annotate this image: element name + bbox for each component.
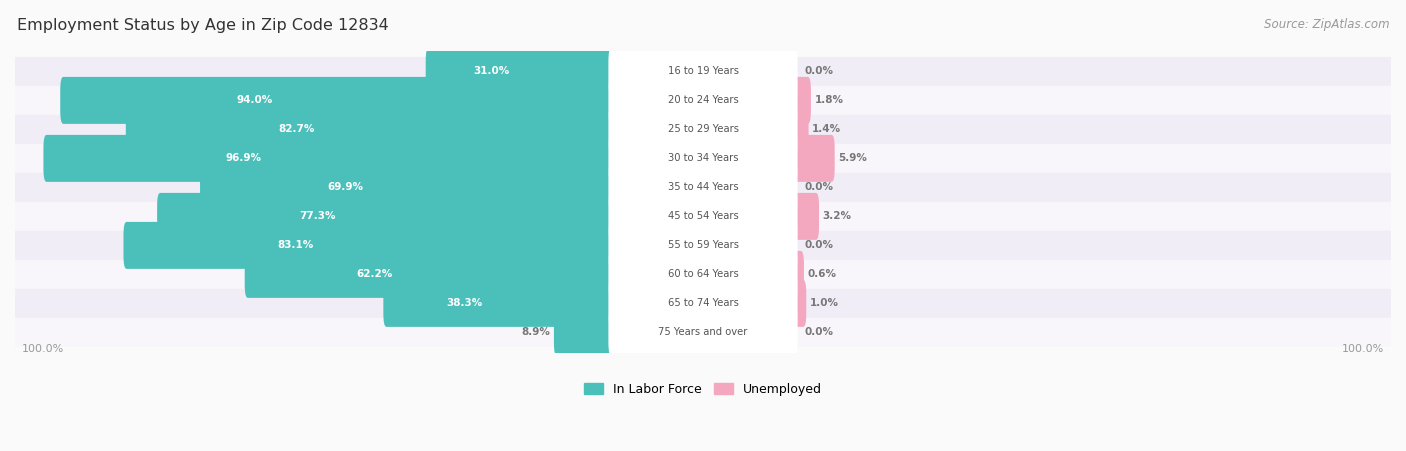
FancyBboxPatch shape [609,133,797,183]
Text: 55 to 59 Years: 55 to 59 Years [668,240,738,250]
FancyBboxPatch shape [15,260,1391,289]
Text: 0.0%: 0.0% [804,182,834,193]
FancyBboxPatch shape [794,280,806,327]
Text: 65 to 74 Years: 65 to 74 Years [668,299,738,308]
Text: 8.9%: 8.9% [522,327,550,337]
Text: 25 to 29 Years: 25 to 29 Years [668,124,738,134]
Text: 1.8%: 1.8% [814,95,844,106]
FancyBboxPatch shape [794,193,820,240]
Text: 1.0%: 1.0% [810,299,839,308]
Text: Employment Status by Age in Zip Code 12834: Employment Status by Age in Zip Code 128… [17,18,388,33]
FancyBboxPatch shape [794,77,811,124]
Text: 0.0%: 0.0% [804,66,834,76]
FancyBboxPatch shape [15,318,1391,347]
FancyBboxPatch shape [384,280,612,327]
FancyBboxPatch shape [609,279,797,328]
FancyBboxPatch shape [157,193,612,240]
Text: 35 to 44 Years: 35 to 44 Years [668,182,738,193]
Text: 1.4%: 1.4% [813,124,841,134]
FancyBboxPatch shape [15,57,1391,86]
FancyBboxPatch shape [609,163,797,212]
FancyBboxPatch shape [15,115,1391,144]
Text: 75 Years and over: 75 Years and over [658,327,748,337]
Text: 69.9%: 69.9% [328,182,363,193]
Text: 77.3%: 77.3% [299,212,336,221]
FancyBboxPatch shape [15,202,1391,231]
Text: 96.9%: 96.9% [225,153,262,163]
FancyBboxPatch shape [245,251,612,298]
FancyBboxPatch shape [609,46,797,96]
FancyBboxPatch shape [609,76,797,125]
FancyBboxPatch shape [44,135,612,182]
FancyBboxPatch shape [60,77,612,124]
Text: Source: ZipAtlas.com: Source: ZipAtlas.com [1264,18,1389,31]
FancyBboxPatch shape [15,86,1391,115]
Legend: In Labor Force, Unemployed: In Labor Force, Unemployed [579,378,827,401]
FancyBboxPatch shape [125,106,612,153]
FancyBboxPatch shape [609,105,797,154]
Text: 20 to 24 Years: 20 to 24 Years [668,95,738,106]
Text: 38.3%: 38.3% [446,299,482,308]
Text: 0.6%: 0.6% [807,269,837,279]
Text: 30 to 34 Years: 30 to 34 Years [668,153,738,163]
FancyBboxPatch shape [609,308,797,357]
Text: 100.0%: 100.0% [21,344,65,354]
FancyBboxPatch shape [554,309,612,356]
Text: 16 to 19 Years: 16 to 19 Years [668,66,738,76]
FancyBboxPatch shape [609,249,797,299]
FancyBboxPatch shape [794,106,808,153]
Text: 31.0%: 31.0% [474,66,510,76]
FancyBboxPatch shape [15,289,1391,318]
Text: 3.2%: 3.2% [823,212,852,221]
Text: 82.7%: 82.7% [278,124,315,134]
FancyBboxPatch shape [609,221,797,270]
Text: 62.2%: 62.2% [356,269,392,279]
FancyBboxPatch shape [609,192,797,241]
Text: 0.0%: 0.0% [804,327,834,337]
FancyBboxPatch shape [794,251,804,298]
FancyBboxPatch shape [15,173,1391,202]
Text: 100.0%: 100.0% [1341,344,1385,354]
Text: 45 to 54 Years: 45 to 54 Years [668,212,738,221]
FancyBboxPatch shape [794,135,835,182]
FancyBboxPatch shape [426,48,612,95]
FancyBboxPatch shape [15,231,1391,260]
FancyBboxPatch shape [200,164,612,211]
Text: 60 to 64 Years: 60 to 64 Years [668,269,738,279]
Text: 0.0%: 0.0% [804,240,834,250]
FancyBboxPatch shape [124,222,612,269]
Text: 94.0%: 94.0% [236,95,273,106]
Text: 5.9%: 5.9% [838,153,868,163]
FancyBboxPatch shape [15,144,1391,173]
Text: 83.1%: 83.1% [277,240,314,250]
